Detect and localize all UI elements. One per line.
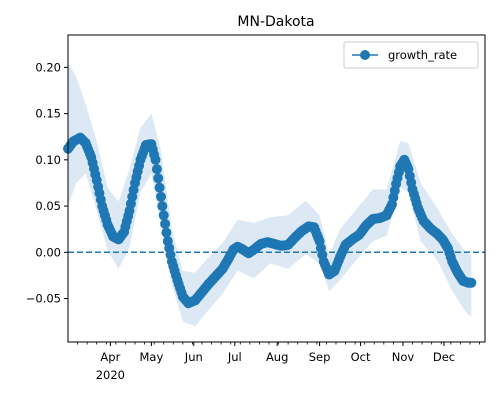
legend-box — [343, 41, 479, 69]
y-tick-label: −0.05 — [26, 292, 61, 306]
y-tick-label: 0.20 — [35, 60, 61, 74]
legend-label-growth-rate: growth_rate — [388, 48, 457, 62]
x-tick-label: Nov — [392, 350, 415, 364]
y-tick-label: 0.15 — [35, 107, 61, 121]
x-tick-label: Sep — [309, 350, 331, 364]
data-point — [466, 277, 477, 288]
data-point — [161, 227, 172, 238]
y-tick-label: 0.05 — [35, 199, 61, 213]
x-tick-label: Oct — [351, 350, 371, 364]
data-point — [157, 201, 168, 212]
chart-title: MN-Dakota — [237, 14, 314, 30]
x-tick-label: Apr — [100, 350, 120, 364]
y-tick-label: 0.00 — [35, 245, 61, 259]
data-point — [153, 173, 164, 184]
x-tick-label: May — [140, 350, 164, 364]
data-point — [154, 182, 165, 193]
y-tick-label: 0.10 — [35, 153, 61, 167]
plot-area: −0.05 0.00 0.05 0.10 0.15 0.20 Apr 2020 May Jun Ju… — [26, 60, 485, 382]
x-tick-label: Jun — [184, 350, 203, 364]
data-point — [158, 210, 169, 221]
x-tick-label: Jul — [227, 350, 242, 364]
x-tick-sublabel: 2020 — [96, 368, 125, 382]
x-tick-label: Aug — [266, 350, 288, 364]
x-tick-label: Dec — [433, 350, 455, 364]
legend-series-marker — [360, 50, 370, 60]
data-point — [160, 218, 171, 229]
plot-frame — [67, 34, 486, 343]
data-point — [150, 154, 161, 165]
legend: growth_rate — [343, 41, 479, 69]
data-point — [151, 164, 162, 175]
data-point — [156, 191, 166, 202]
